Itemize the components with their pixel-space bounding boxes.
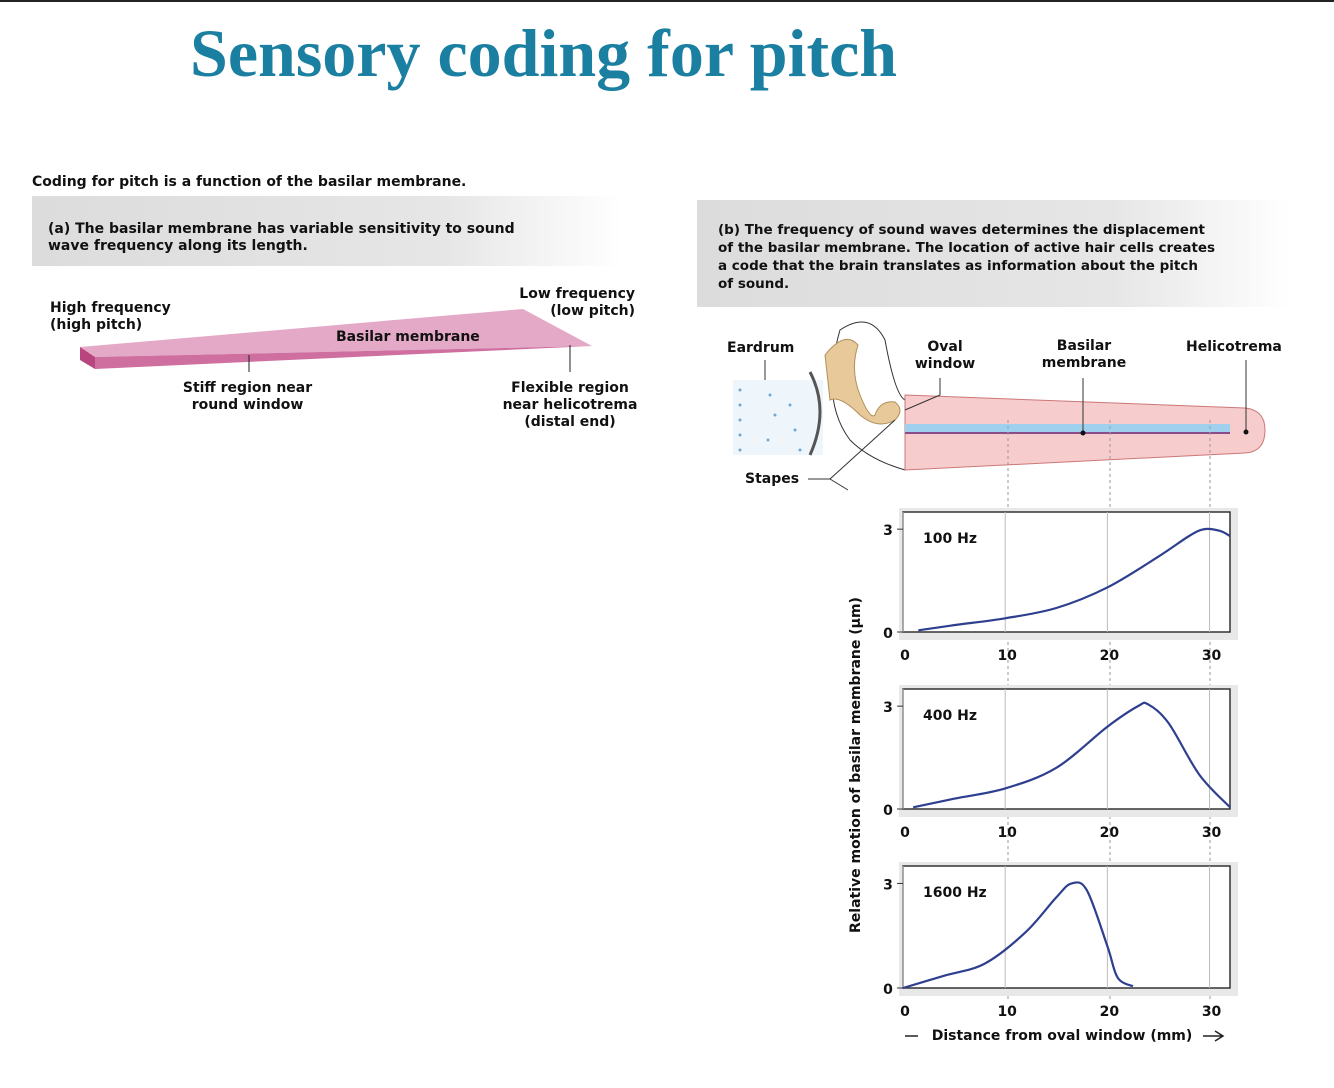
membrane-top [80, 309, 592, 357]
x-tick-label: 0 [900, 1004, 910, 1020]
chart-title: 100 Hz [923, 531, 977, 547]
x-tick-label: 30 [1202, 825, 1222, 841]
x-tick-label: 10 [997, 825, 1017, 841]
axis-arrow [1203, 1030, 1225, 1042]
x-axis-label: Distance from oval window (mm) [932, 1028, 1193, 1044]
y-tick-label: 3 [883, 700, 893, 716]
x-tick-label: 20 [1100, 825, 1120, 841]
curve [918, 527, 1231, 632]
label: Stapes [745, 471, 800, 487]
caption: (a) The basilar membrane has variable se… [48, 221, 515, 254]
label: High frequency (high pitch) [50, 300, 171, 333]
x-tick-label: 30 [1202, 1004, 1222, 1020]
basilar-band [905, 424, 1230, 433]
curve [902, 881, 1134, 990]
plot-frame [902, 688, 1231, 810]
label: Basilar membrane [336, 329, 480, 345]
chart-title: 400 Hz [923, 708, 977, 724]
dot [1243, 429, 1249, 435]
intro: Coding for pitch is a function of the ba… [32, 174, 467, 190]
canal [733, 380, 823, 455]
caption-box [697, 200, 1292, 307]
pointers [764, 360, 1247, 491]
dot [1080, 430, 1086, 436]
x-tick-label: 10 [997, 1004, 1017, 1020]
label: Flexible region near helicotrema (distal… [502, 380, 638, 430]
x-tick-label: 10 [997, 648, 1017, 664]
top-border [0, 0, 1334, 2]
y-tick-label: 3 [883, 523, 893, 539]
y-tick-label: 3 [883, 877, 893, 893]
label: Low frequency (low pitch) [519, 286, 635, 319]
eardrum [808, 371, 822, 456]
dots [738, 388, 802, 452]
slide-title: Sensory coding for pitch [190, 15, 898, 91]
ossicles [824, 338, 901, 425]
membrane-side [80, 347, 95, 369]
label: Helicotrema [1186, 339, 1282, 355]
label: Stiff region near round window [182, 380, 313, 413]
membrane-front [95, 346, 592, 369]
y-axis-label: Relative motion of basilar membrane (µm) [848, 597, 864, 933]
y-tick-label: 0 [883, 803, 893, 819]
caption-box [32, 196, 622, 266]
x-tick-label: 20 [1100, 1004, 1120, 1020]
x-tick-label: 0 [900, 648, 910, 664]
chart-title: 1600 Hz [923, 885, 987, 901]
curve [912, 701, 1231, 809]
caption: (b) The frequency of sound waves determi… [718, 222, 1216, 292]
label: Oval window [914, 339, 976, 372]
x-tick-label: 0 [900, 825, 910, 841]
y-tick-label: 0 [883, 626, 893, 642]
label: Eardrum [727, 340, 795, 356]
label: Basilar membrane [1041, 338, 1127, 371]
y-tick-label: 0 [883, 982, 893, 998]
x-tick-label: 20 [1100, 648, 1120, 664]
plot-frame [902, 511, 1231, 633]
x-tick-label: 30 [1202, 648, 1222, 664]
